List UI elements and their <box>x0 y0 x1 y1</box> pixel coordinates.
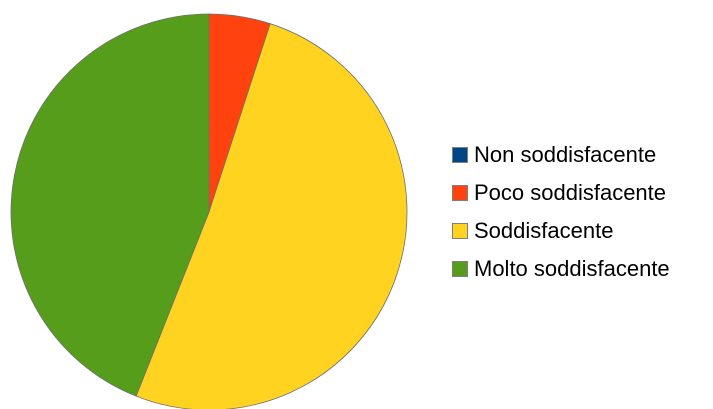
legend-swatch <box>452 147 468 163</box>
legend-label: Poco soddisfacente <box>474 180 667 205</box>
pie-slices <box>10 13 408 409</box>
legend-item-non-soddisfacente: Non soddisfacente <box>452 136 712 174</box>
legend-label: Soddisfacente <box>474 218 614 243</box>
pie-slice-soddisfacente <box>135 23 408 409</box>
legend-swatch <box>452 261 468 277</box>
legend-label: Non soddisfacente <box>474 142 657 167</box>
legend-item-poco-soddisfacente: Poco soddisfacente <box>452 174 712 212</box>
legend-item-soddisfacente: Soddisfacente <box>452 212 712 250</box>
legend-label: Molto soddisfacente <box>474 256 670 281</box>
legend-swatch <box>452 185 468 201</box>
pie-slice-molto-soddisfacente <box>10 13 210 397</box>
legend: Non soddisfacente Poco soddisfacente Sod… <box>452 136 712 288</box>
legend-swatch <box>452 223 468 239</box>
legend-item-molto-soddisfacente: Molto soddisfacente <box>452 250 712 288</box>
